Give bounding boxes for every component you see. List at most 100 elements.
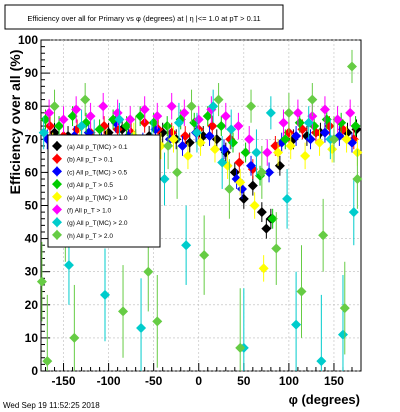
x-tick-label: 100 — [279, 374, 299, 388]
data-point — [294, 117, 305, 128]
data-point — [36, 276, 47, 287]
data-point — [247, 180, 258, 191]
data-point — [193, 114, 204, 125]
data-point — [305, 134, 316, 145]
data-point — [296, 286, 307, 297]
data-point — [244, 134, 255, 145]
data-point — [319, 127, 330, 138]
legend-marker — [52, 217, 62, 228]
data-point — [352, 174, 363, 185]
data-point — [314, 137, 325, 148]
y-tick-label: 40 — [25, 232, 39, 246]
y-tick-label: 80 — [25, 99, 39, 113]
y-tick-label: 70 — [25, 132, 39, 146]
data-point — [300, 150, 311, 161]
data-point — [246, 101, 257, 112]
data-point — [166, 101, 177, 112]
data-point — [179, 107, 190, 118]
legend-label: (e) All p_T(MC) > 1.0 — [67, 195, 128, 202]
data-point — [235, 342, 246, 353]
data-point — [152, 111, 163, 122]
data-point — [291, 130, 302, 141]
data-point — [163, 140, 174, 151]
data-point — [58, 114, 69, 125]
legend-label: (g) All p_T(MC) > 2.0 — [67, 220, 128, 227]
data-point — [186, 101, 197, 112]
x-tick-label: 50 — [237, 374, 251, 388]
data-point — [271, 243, 282, 254]
x-tick-label: 150 — [324, 374, 344, 388]
legend-item: (f) All p_T > 1.0 — [52, 204, 112, 215]
data-point — [159, 174, 170, 185]
legend-marker — [52, 179, 62, 190]
y-tick-label: 0 — [31, 364, 38, 378]
data-point — [49, 101, 60, 112]
data-point — [76, 121, 87, 132]
data-point — [202, 111, 213, 122]
data-point — [328, 134, 339, 145]
legend-label: (c) All p_T(MC) > 0.5 — [67, 169, 128, 176]
data-point — [238, 193, 249, 204]
data-point — [184, 137, 195, 148]
data-point — [318, 230, 329, 241]
data-point — [267, 213, 278, 224]
legend-marker — [52, 153, 62, 164]
legend-marker — [52, 141, 62, 151]
data-point — [69, 332, 80, 343]
data-point — [233, 121, 244, 132]
data-point — [125, 114, 136, 125]
data-point — [249, 200, 260, 211]
data-point — [319, 104, 330, 115]
legend-entries: (a) All p_T(MC) > 0.1 (b) All p_T > 0.1 (c… — [52, 141, 128, 240]
data-point — [195, 137, 206, 148]
data-point — [177, 140, 188, 151]
data-point — [85, 111, 96, 122]
y-tick-label: 50 — [25, 199, 39, 213]
data-point — [207, 121, 218, 132]
data-point — [182, 150, 193, 161]
data-point — [292, 107, 303, 118]
data-point — [208, 101, 219, 112]
legend-marker — [52, 191, 62, 202]
data-point — [350, 121, 361, 132]
data-point — [136, 322, 147, 333]
legend — [47, 134, 161, 248]
legend-marker — [52, 229, 62, 240]
data-point — [71, 104, 82, 115]
x-tick-label: -100 — [97, 374, 121, 388]
data-point — [264, 167, 275, 178]
y-tick-label: 10 — [25, 331, 39, 345]
data-point — [98, 101, 109, 112]
data-point — [209, 144, 220, 155]
data-point — [118, 306, 129, 317]
data-point — [246, 160, 257, 171]
data-point — [217, 157, 228, 168]
data-point — [173, 117, 184, 128]
data-point — [348, 207, 359, 218]
data-point — [256, 207, 267, 218]
data-point — [341, 134, 352, 145]
axis-ticks: -150 -100 -50 0 50 100 150 0 10 20 30 40 50 60 70 80 90 1… — [18, 33, 362, 388]
data-point — [143, 266, 154, 277]
data-point — [172, 167, 183, 178]
data-point — [162, 121, 173, 132]
x-tick-label: 0 — [195, 374, 202, 388]
data-point — [240, 147, 251, 158]
chart-title: Efficiency over all for Primary vs φ (de… — [27, 14, 260, 23]
x-tick-label: -50 — [145, 374, 163, 388]
y-tick-label: 100 — [18, 33, 38, 47]
data-point — [346, 61, 357, 72]
data-point — [235, 177, 246, 188]
data-point — [228, 137, 238, 148]
data-point — [40, 114, 51, 125]
data-point — [303, 117, 314, 128]
data-point — [283, 107, 294, 118]
data-point — [258, 263, 269, 274]
data-point — [234, 157, 245, 168]
data-point — [44, 107, 55, 118]
data-point — [337, 329, 348, 340]
data-point — [139, 104, 150, 115]
legend-marker — [52, 204, 62, 215]
data-point — [152, 316, 163, 327]
